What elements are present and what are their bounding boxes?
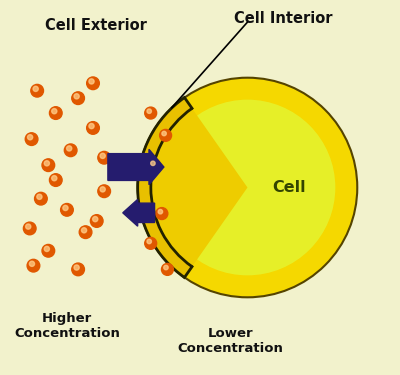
Circle shape [42, 159, 55, 171]
Circle shape [74, 265, 79, 270]
Circle shape [145, 237, 157, 249]
Circle shape [87, 77, 99, 90]
Circle shape [160, 129, 172, 141]
Circle shape [151, 161, 155, 165]
Circle shape [25, 133, 38, 146]
Circle shape [31, 84, 44, 97]
Circle shape [64, 144, 77, 157]
Circle shape [98, 152, 110, 164]
Circle shape [72, 92, 84, 105]
Circle shape [100, 153, 105, 159]
Circle shape [44, 246, 50, 252]
Text: Cell Interior: Cell Interior [234, 11, 332, 26]
Circle shape [90, 214, 103, 227]
Circle shape [26, 224, 31, 229]
Circle shape [44, 161, 50, 166]
Circle shape [87, 122, 99, 134]
Circle shape [52, 109, 57, 114]
Wedge shape [138, 98, 192, 278]
Circle shape [98, 185, 110, 198]
Circle shape [162, 263, 173, 275]
Circle shape [89, 79, 94, 84]
Circle shape [147, 239, 152, 244]
Circle shape [52, 176, 57, 181]
Text: Cell Exterior: Cell Exterior [45, 18, 146, 33]
Text: Cell: Cell [272, 180, 306, 195]
Circle shape [66, 146, 72, 151]
Circle shape [50, 107, 62, 119]
Circle shape [23, 222, 36, 235]
Circle shape [74, 94, 79, 99]
Circle shape [164, 265, 168, 270]
Circle shape [158, 210, 163, 214]
Circle shape [37, 194, 42, 200]
Circle shape [138, 78, 357, 297]
Circle shape [89, 123, 94, 129]
Circle shape [34, 192, 47, 205]
Text: Lower
Concentration: Lower Concentration [178, 327, 284, 355]
Circle shape [42, 244, 55, 257]
Circle shape [100, 187, 105, 192]
Circle shape [93, 216, 98, 222]
Wedge shape [151, 108, 248, 267]
Circle shape [50, 174, 62, 186]
Circle shape [63, 206, 68, 211]
Circle shape [145, 107, 157, 119]
Circle shape [148, 159, 160, 171]
Circle shape [72, 263, 84, 276]
Circle shape [28, 135, 33, 140]
Circle shape [79, 226, 92, 238]
Circle shape [82, 228, 87, 233]
Circle shape [156, 208, 168, 219]
Circle shape [147, 109, 152, 113]
Text: Higher
Concentration: Higher Concentration [14, 312, 120, 340]
Circle shape [160, 100, 335, 275]
FancyArrow shape [123, 200, 154, 226]
Circle shape [29, 261, 34, 266]
Circle shape [162, 131, 166, 136]
Circle shape [61, 204, 73, 216]
Circle shape [27, 260, 40, 272]
Circle shape [33, 86, 38, 92]
FancyArrow shape [108, 149, 164, 185]
